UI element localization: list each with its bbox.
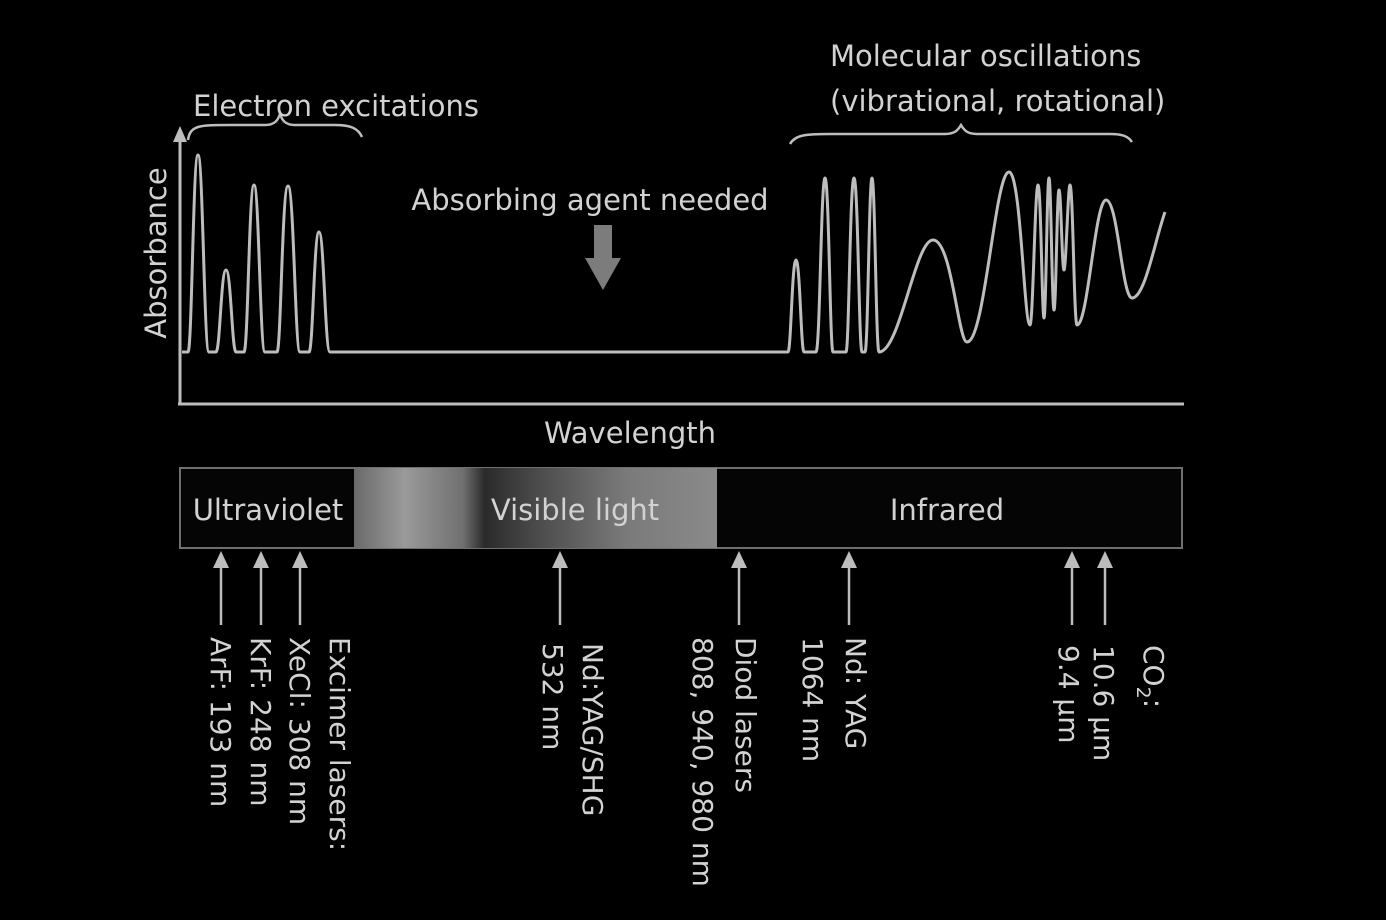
y-axis-label: Absorbance bbox=[139, 167, 173, 338]
krf-label: KrF: 248 nm bbox=[244, 637, 277, 807]
co2-10-arrow-icon bbox=[1097, 551, 1113, 568]
excimer-lasers-label: Excimer lasers: bbox=[323, 637, 356, 851]
co2-subscript: 2 bbox=[1132, 687, 1154, 699]
molecular-brace bbox=[788, 122, 1134, 145]
diode-title-label: Diod lasers bbox=[729, 637, 762, 793]
ndyag-value-label: 1064 nm bbox=[796, 637, 829, 762]
co2-9-arrow-icon bbox=[1064, 551, 1080, 568]
ndyag-shg-arrow-icon bbox=[552, 551, 568, 568]
arf-label: ArF: 193 nm bbox=[204, 637, 237, 807]
laser-markers bbox=[213, 551, 1113, 625]
co2-title-main: CO bbox=[1137, 645, 1170, 687]
infrared-label: Infrared bbox=[890, 493, 1004, 527]
co2-title-label: CO2: bbox=[1132, 645, 1170, 708]
ndyag-arrow-icon bbox=[841, 551, 857, 568]
xecl-arrow-icon bbox=[292, 551, 308, 568]
ndyag-shg-value-label: 532 nm bbox=[536, 643, 569, 750]
co2-colon: : bbox=[1137, 699, 1170, 708]
ultraviolet-label: Ultraviolet bbox=[193, 493, 344, 527]
electron-brace bbox=[186, 110, 364, 141]
absorbance-curve bbox=[182, 153, 1167, 354]
diode-value-label: 808, 940, 980 nm bbox=[686, 637, 719, 887]
diode-arrow-icon bbox=[731, 551, 747, 568]
down-arrow-icon bbox=[585, 225, 621, 290]
x-axis-label: Wavelength bbox=[544, 416, 716, 450]
molecular-oscillations-label: Molecular oscillations bbox=[830, 39, 1141, 73]
molecular-types-label: (vibrational, rotational) bbox=[830, 84, 1165, 118]
y-axis-arrow-icon bbox=[173, 126, 187, 142]
ndyag-shg-title-label: Nd:YAG/SHG bbox=[576, 643, 609, 816]
ndyag-title-label: Nd: YAG bbox=[839, 637, 872, 749]
co2-a-label: 10.6 µm bbox=[1087, 645, 1120, 761]
absorbing-agent-label: Absorbing agent needed bbox=[411, 183, 768, 217]
co2-b-label: 9.4 µm bbox=[1052, 645, 1085, 744]
arf-arrow-icon bbox=[213, 551, 229, 568]
xecl-label: XeCl: 308 nm bbox=[283, 637, 316, 825]
krf-arrow-icon bbox=[253, 551, 269, 568]
visible-light-label: Visible light bbox=[491, 493, 659, 527]
visible-light-region bbox=[354, 468, 717, 548]
electron-excitations-label: Electron excitations bbox=[193, 89, 479, 123]
laser-labels: ArF: 193 nm KrF: 248 nm XeCl: 308 nm Exc… bbox=[204, 637, 1170, 887]
